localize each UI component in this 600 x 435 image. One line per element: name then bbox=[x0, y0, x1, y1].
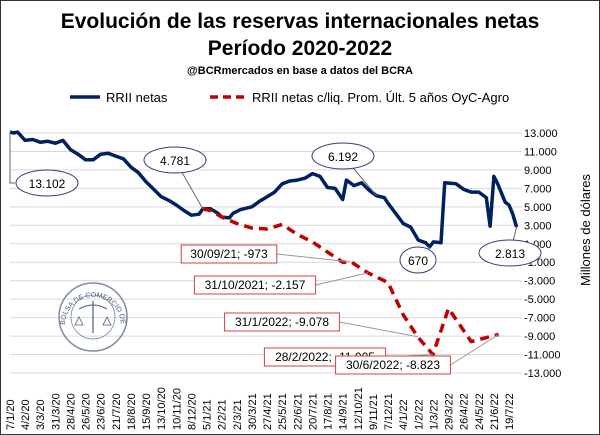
y-tick-label: -7.000 bbox=[524, 313, 555, 325]
x-tick-label: 27/4/21 bbox=[262, 393, 274, 430]
x-tick-label: 9/11/21 bbox=[368, 394, 380, 430]
annotation-label: 31/1/2022; -9.078 bbox=[235, 315, 329, 329]
x-tick-label: 30/3/21 bbox=[247, 393, 259, 430]
seal-inner-ring bbox=[70, 294, 116, 340]
annotation-box bbox=[193, 275, 317, 295]
y-tick-label: 3.000 bbox=[524, 220, 552, 232]
annotation-bubble bbox=[143, 146, 207, 174]
annotation-box bbox=[180, 244, 278, 264]
y-tick-label: -9.000 bbox=[524, 331, 555, 343]
x-tick-label: 10/11/20 bbox=[171, 388, 183, 430]
y-tick-label: -13.000 bbox=[524, 368, 561, 380]
x-tick-label: 7/1/20 bbox=[5, 399, 17, 430]
annotation-label: 31/10/2021; -2.157 bbox=[205, 278, 306, 292]
x-tick-label: 4/1/22 bbox=[398, 399, 410, 430]
chart-source: @BCRmercados en base a datos del BCRA bbox=[187, 65, 413, 77]
annotation-bubble bbox=[15, 169, 79, 197]
annotation-bubble bbox=[399, 246, 437, 274]
x-tick-label: 26/5/20 bbox=[81, 393, 93, 430]
seal-wings bbox=[78, 304, 108, 310]
x-tick-label: 19/7/22 bbox=[504, 393, 516, 430]
x-tick-label: 25/5/21 bbox=[277, 393, 289, 430]
x-tick-label: 14/9/21 bbox=[338, 393, 350, 430]
chart-subtitle: Período 2020-2022 bbox=[208, 37, 392, 60]
x-tick-label: 22/6/21 bbox=[292, 393, 304, 430]
y-tick-label: 11.000 bbox=[524, 146, 557, 158]
series-line-red bbox=[202, 207, 500, 357]
annotation-leader bbox=[276, 253, 352, 263]
x-tick-label: 4/2/20 bbox=[20, 399, 32, 430]
x-tick-label: 20/7/21 bbox=[307, 393, 319, 430]
y-axis-label: Millones de dólares bbox=[578, 174, 593, 287]
annotation-leader bbox=[450, 334, 500, 366]
x-tick-label: 8/12/20 bbox=[186, 393, 198, 430]
annotation-label: 670 bbox=[408, 254, 428, 268]
annotation-box bbox=[224, 312, 340, 332]
x-tick-label: 15/9/20 bbox=[141, 393, 153, 430]
series-line-blue bbox=[9, 130, 519, 249]
x-tick-label: 1/2/22 bbox=[413, 399, 425, 430]
annotation-label: 4.781 bbox=[160, 154, 190, 168]
y-tick-label: -5.000 bbox=[524, 294, 555, 306]
x-tick-label: 18/8/20 bbox=[126, 393, 138, 430]
x-tick-label: 28/4/20 bbox=[65, 393, 77, 430]
seal-text: BOLSA DE COMERCIO DE ROSARIO bbox=[0, 0, 126, 325]
annotation-leader bbox=[339, 321, 418, 338]
annotation-label: 2.813 bbox=[495, 247, 525, 261]
legend: RRII netas RRII netas c/liq. Prom. Últ. … bbox=[70, 90, 509, 105]
annotation-box bbox=[335, 355, 451, 375]
legend-label-red: RRII netas c/liq. Prom. Últ. 5 años OyC-… bbox=[252, 90, 509, 105]
annotation-leader bbox=[315, 272, 369, 286]
y-tick-label: -11.000 bbox=[524, 350, 561, 362]
seal-scales bbox=[74, 316, 112, 326]
y-tick-label: -3.000 bbox=[524, 276, 555, 288]
seal-ring bbox=[58, 282, 128, 352]
annotation-bubble bbox=[478, 239, 542, 267]
x-tick-label: 1/3/22 bbox=[428, 399, 440, 430]
x-tick-label: 17/8/21 bbox=[323, 393, 335, 430]
legend-label-blue: RRII netas bbox=[106, 90, 168, 105]
annotation-label: 30/6/2022; -8.823 bbox=[346, 358, 440, 372]
x-tick-label: 5/1/21 bbox=[202, 399, 214, 430]
annotation-label: 30/09/21; -973 bbox=[190, 247, 268, 261]
x-tick-label: 2/3/21 bbox=[232, 399, 244, 430]
x-tick-label: 24/5/22 bbox=[474, 393, 486, 430]
x-tick-label: 31/3/20 bbox=[50, 393, 62, 430]
x-tick-label: 2/2/21 bbox=[217, 399, 229, 430]
x-tick-label: 21/7/20 bbox=[111, 393, 123, 430]
annotation-label: 13.102 bbox=[29, 177, 66, 191]
x-tick-label: 23/6/20 bbox=[96, 393, 108, 430]
x-tick-label: 13/10/20 bbox=[156, 387, 168, 430]
y-tick-label: 13.000 bbox=[524, 128, 558, 140]
y-tick-label: 7.000 bbox=[524, 183, 552, 195]
x-tick-label: 21/6/22 bbox=[489, 393, 501, 430]
x-tick-label: 7/12/21 bbox=[383, 393, 395, 430]
chart-title: Evolución de las reservas internacionale… bbox=[61, 10, 540, 33]
y-tick-label: 9.000 bbox=[524, 165, 552, 177]
x-tick-label: 29/3/22 bbox=[444, 393, 456, 430]
x-tick-label: 3/3/20 bbox=[35, 399, 47, 430]
annotation-leader bbox=[9, 132, 15, 184]
annotation-label: 6.192 bbox=[328, 150, 358, 164]
x-tick-label: 12/10/21 bbox=[353, 387, 365, 430]
x-tick-label: 26/4/22 bbox=[459, 393, 471, 430]
y-tick-label: 5.000 bbox=[524, 202, 552, 214]
annotation-bubble bbox=[311, 142, 375, 170]
